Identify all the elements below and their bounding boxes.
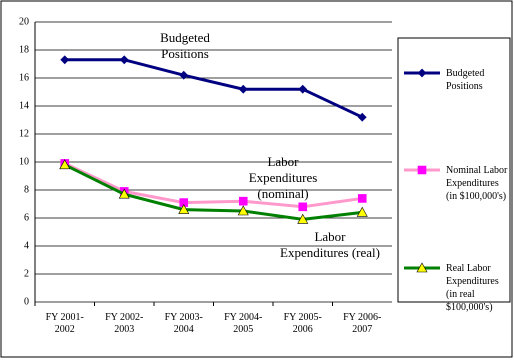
data-point [179,70,189,80]
x-tick-label: FY 2002-2003 [105,312,144,335]
data-point [237,205,249,216]
annotation: Labor Expenditures (real) [280,229,380,260]
legend-label: Nominal Labor Expenditures (in $100,000'… [446,165,508,202]
annotation: Budgeted Positions [160,30,210,61]
y-tick-label: 2 [24,268,29,279]
data-point [59,159,71,170]
data-point [179,198,189,207]
series-line [64,58,363,119]
y-tick-label: 6 [24,212,29,223]
legend-marker [417,165,427,175]
data-point [357,194,367,203]
data-point [119,55,129,65]
x-tick-label: FY 2004-2005 [224,312,263,335]
x-tick-label: FY 2003-2004 [164,312,203,335]
legend-marker [417,68,427,78]
data-point [238,196,248,206]
data-point [118,188,130,199]
legend-label: Budgeted Positions [446,68,485,92]
y-tick-label: 12 [19,128,29,139]
series-line [64,163,363,221]
legend-label: Real Labor Expenditures (in real $100,00… [446,263,499,313]
x-tick-label: FY 2001-2002 [45,312,84,335]
y-tick-label: 10 [19,156,29,167]
y-tick-label: 8 [24,184,29,195]
data-point [178,203,190,214]
y-tick-label: 16 [19,72,29,83]
y-tick-label: 0 [24,296,29,307]
y-tick-label: 14 [19,100,29,111]
data-point [356,206,368,217]
data-point [298,84,308,94]
y-tick-label: 4 [24,240,29,251]
data-point [357,112,367,122]
data-point [297,213,309,224]
legend-marker [416,262,428,273]
x-tick-label: FY 2006-2007 [343,312,382,335]
data-point [60,55,70,65]
data-point [238,84,248,94]
data-point [298,202,308,212]
y-tick-label: 20 [19,16,29,27]
y-tick-label: 18 [19,44,29,55]
x-tick-label: FY 2005-2006 [283,312,322,335]
annotation: Labor Expenditures (nominal) [248,154,318,201]
series-line [64,162,363,209]
